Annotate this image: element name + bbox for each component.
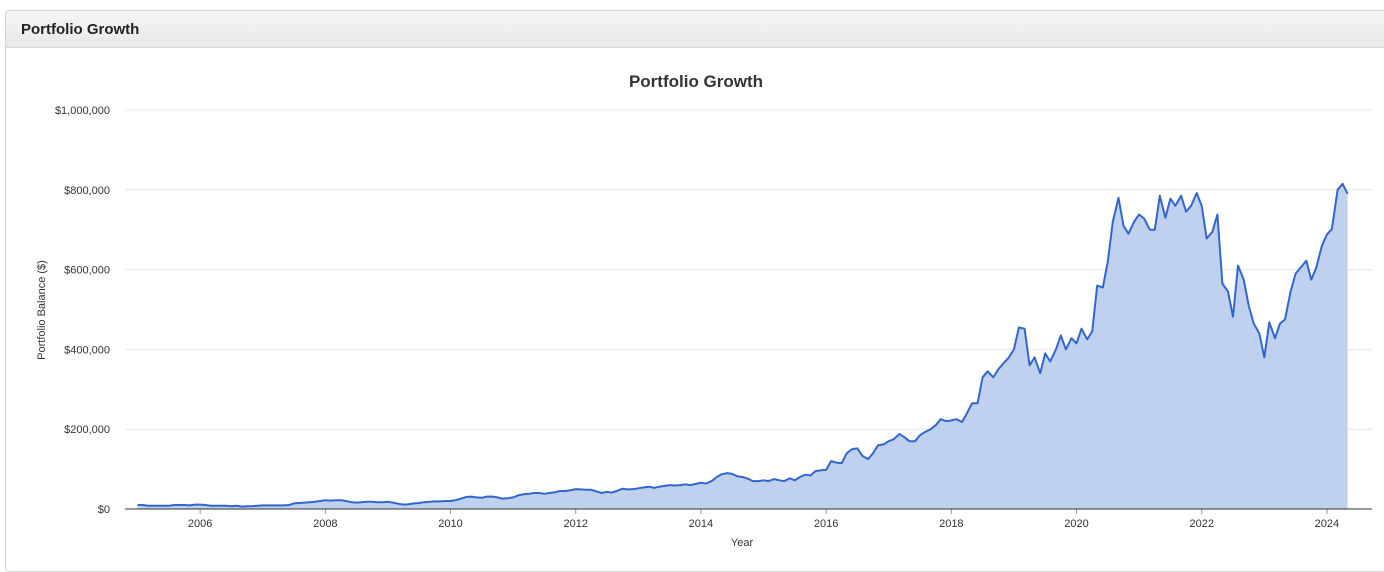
x-tick-label: 2014 xyxy=(689,518,713,530)
chart: Portfolio Growth Year Portfolio Balance … xyxy=(36,72,1372,549)
y-tick-label: $400,000 xyxy=(64,344,110,356)
x-tick-label: 2018 xyxy=(939,518,963,530)
y-tick-label: $600,000 xyxy=(64,265,110,277)
y-tick-label: $0 xyxy=(98,504,110,516)
y-axis-label: Portfolio Balance ($) xyxy=(36,260,48,360)
page: Portfolio Growth Portfolio Growth Year P… xyxy=(5,10,1384,572)
x-tick-label: 2010 xyxy=(438,518,462,530)
y-tick-label: $1,000,000 xyxy=(55,105,110,117)
panel-title: Portfolio Growth xyxy=(21,21,140,38)
x-tick-label: 2012 xyxy=(563,518,587,530)
x-tick-label: 2022 xyxy=(1189,518,1213,530)
chart-title: Portfolio Growth xyxy=(629,72,763,91)
y-tick-label: $800,000 xyxy=(64,185,110,197)
y-tick-label: $200,000 xyxy=(64,424,110,436)
area xyxy=(137,183,1348,510)
x-axis-label: Year xyxy=(731,537,754,549)
x-tick-label: 2024 xyxy=(1315,518,1339,530)
x-tick-label: 2008 xyxy=(313,518,337,530)
panel-header: Portfolio Growth xyxy=(6,11,1384,48)
x-tick-label: 2016 xyxy=(814,518,838,530)
line xyxy=(137,182,1349,508)
x-tick-label: 2006 xyxy=(188,518,212,530)
x-tick-label: 2020 xyxy=(1064,518,1088,530)
